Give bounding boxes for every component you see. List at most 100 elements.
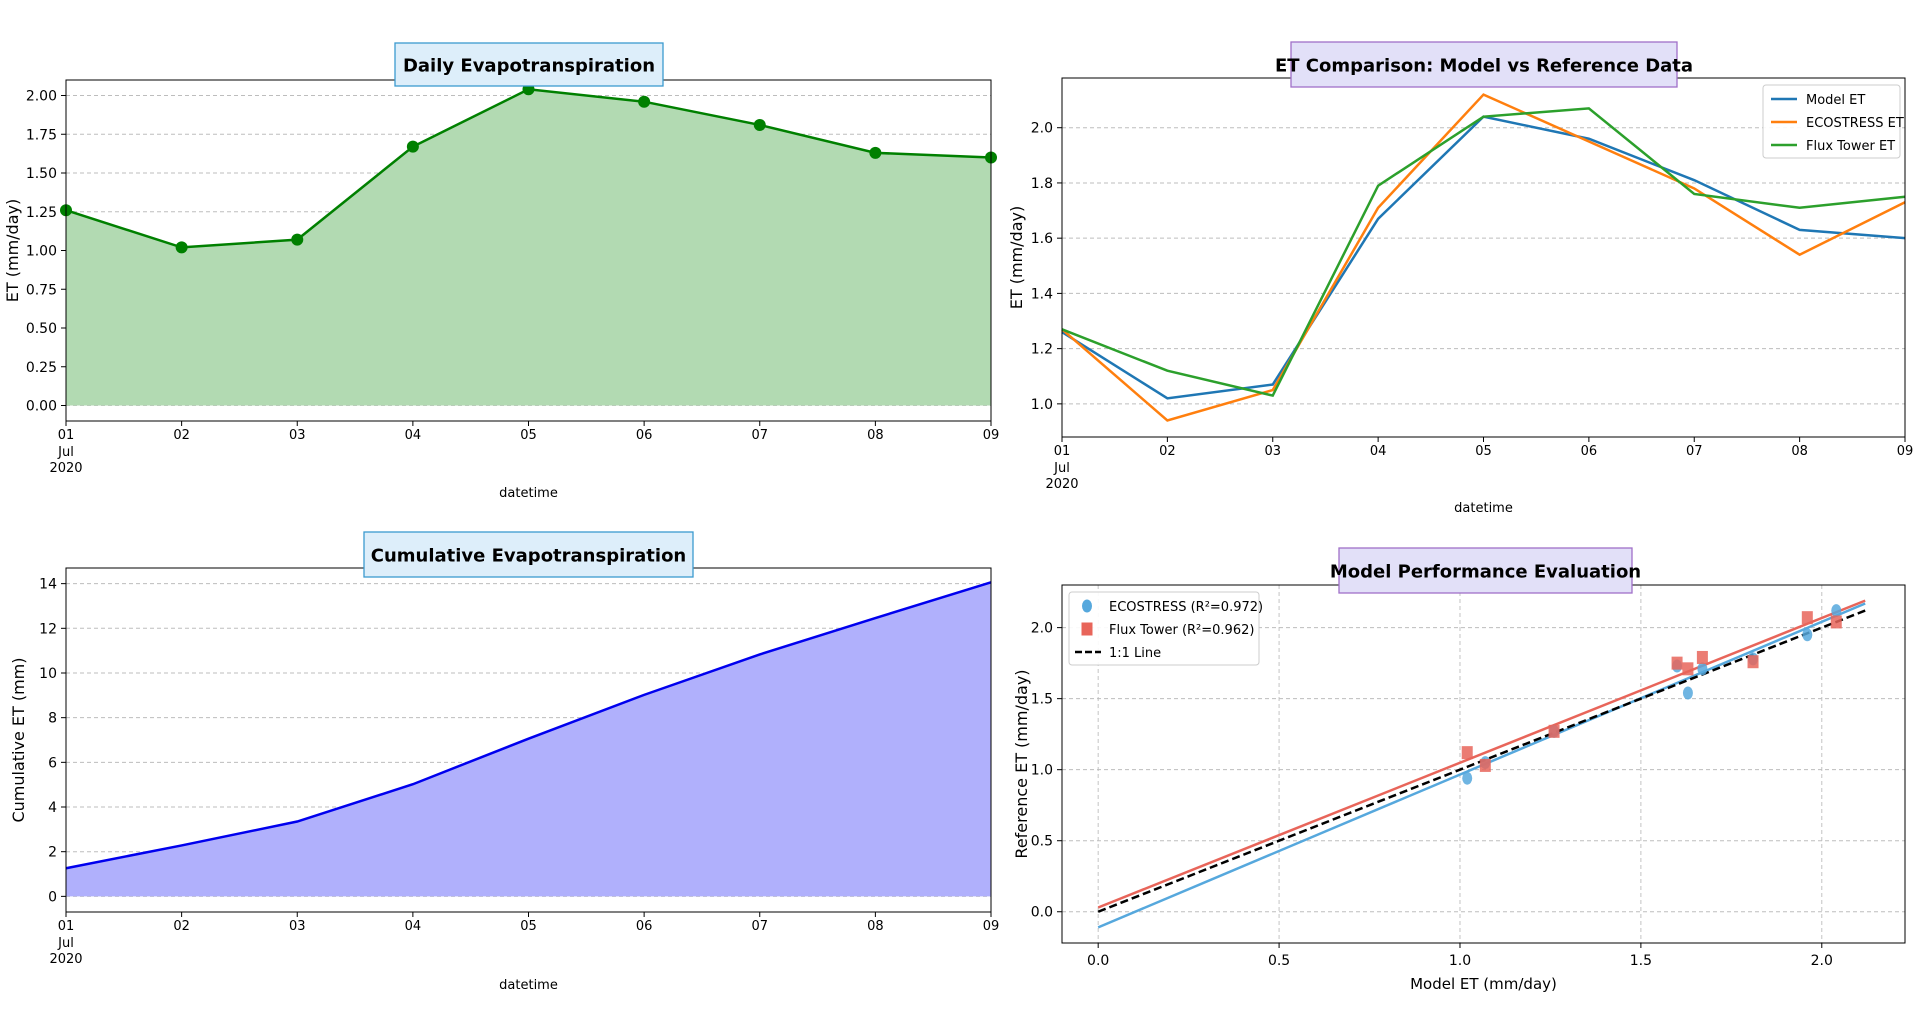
series-line-2 <box>1061 107 1906 398</box>
x-tick-label: 09 <box>1897 444 1914 459</box>
y-tick-label: 6 <box>48 755 57 771</box>
flux-point <box>1461 746 1473 760</box>
x-tick-label: 05 <box>1475 444 1492 459</box>
x-sublabel: 2020 <box>49 461 82 476</box>
x-sublabel: Jul <box>57 936 74 951</box>
cumulative-et-line <box>65 581 992 870</box>
y-tick-label: 1.5 <box>1031 692 1053 708</box>
y-tick-label: 12 <box>39 621 57 637</box>
y-tick-label: 2 <box>48 845 57 861</box>
y-tick-label: 0.75 <box>26 282 57 298</box>
x-tick-label: 08 <box>867 428 884 443</box>
chart-title-3: Model Performance Evaluation <box>1330 562 1641 583</box>
x-tick-label: 0.0 <box>1087 953 1109 969</box>
x-tick-label: 04 <box>405 919 422 934</box>
legend-entry: ECOSTRESS (R²=0.972) <box>1109 600 1263 615</box>
y-tick-label: 1.6 <box>1031 231 1053 247</box>
x-tick-label: 09 <box>983 919 1000 934</box>
legend-entry: ECOSTRESS ET <box>1806 116 1904 131</box>
x-tick-label: 04 <box>405 428 422 443</box>
x-tick-label: 0.5 <box>1268 953 1290 969</box>
y-tick-label: 0.0 <box>1031 905 1053 921</box>
flux-point <box>1671 656 1683 670</box>
y-tick-label: 0.5 <box>1031 834 1053 850</box>
x-sublabel: 2020 <box>49 952 82 967</box>
x-tick-label: 03 <box>1264 444 1281 459</box>
x-tick-label: 01 <box>58 428 75 443</box>
legend-marker-circle <box>1082 599 1092 613</box>
ecostress-point <box>1831 604 1842 618</box>
series-line-1 <box>1061 93 1906 422</box>
ecostress-point <box>1682 686 1693 700</box>
legend-box <box>1068 591 1260 666</box>
y-axis-label: Cumulative ET (mm) <box>9 657 28 822</box>
legend-entry: Flux Tower ET <box>1806 139 1895 154</box>
series-line-0 <box>1061 115 1906 400</box>
chart-title-0: Daily Evapotranspiration <box>403 56 655 77</box>
daily-area-fill <box>66 89 991 406</box>
x-axis-label: Model ET (mm/day) <box>1410 975 1557 993</box>
x-tick-label: 06 <box>1581 444 1598 459</box>
x-tick-label: 08 <box>867 919 884 934</box>
x-tick-label: 09 <box>983 428 1000 443</box>
x-tick-label: 2.0 <box>1811 953 1833 969</box>
daily-et-point <box>638 95 651 108</box>
x-tick-label: 04 <box>1370 444 1387 459</box>
y-tick-label: 0.25 <box>26 360 57 376</box>
x-tick-label: 06 <box>636 428 653 443</box>
flux-point <box>1830 615 1842 629</box>
y-tick-label: 0.00 <box>26 399 57 415</box>
title-box-3 <box>1338 547 1633 594</box>
x-sublabel: Jul <box>57 445 74 460</box>
y-tick-label: 0 <box>48 889 57 905</box>
y-tick-label: 1.0 <box>1031 397 1053 413</box>
x-axis-label: datetime <box>1454 501 1513 516</box>
x-sublabel: 2020 <box>1045 477 1078 492</box>
ecostress-point <box>1697 662 1708 676</box>
y-tick-label: 1.50 <box>26 166 57 182</box>
x-tick-label: 06 <box>636 919 653 934</box>
y-tick-label: 1.25 <box>26 205 57 221</box>
ecostress-point <box>1802 628 1813 642</box>
flux-point <box>1682 662 1694 676</box>
title-box-2 <box>363 531 694 578</box>
x-tick-label: 02 <box>173 919 190 934</box>
y-tick-label: 1.4 <box>1031 286 1053 302</box>
x-tick-label: 05 <box>520 428 537 443</box>
legend-entry: Model ET <box>1806 93 1865 108</box>
flux-point <box>1801 611 1813 625</box>
daily-et-point <box>175 241 188 254</box>
y-axis-label: ET (mm/day) <box>1007 206 1026 309</box>
title-box-1 <box>1290 41 1678 88</box>
y-tick-label: 10 <box>39 666 57 682</box>
y-tick-label: 2.0 <box>1031 621 1053 637</box>
chart-title-2: Cumulative Evapotranspiration <box>371 546 687 567</box>
x-axis-label: datetime <box>499 486 558 501</box>
x-tick-label: 08 <box>1791 444 1808 459</box>
flux-point <box>1479 758 1491 772</box>
chart-title-1: ET Comparison: Model vs Reference Data <box>1275 56 1693 77</box>
y-tick-label: 0.50 <box>26 321 57 337</box>
daily-et-point <box>869 146 882 159</box>
y-tick-label: 4 <box>48 800 57 816</box>
x-tick-label: 07 <box>751 428 768 443</box>
x-axis-label: datetime <box>499 978 558 993</box>
x-tick-label: 03 <box>289 919 306 934</box>
daily-et-point <box>753 118 766 131</box>
legend-entry: Flux Tower (R²=0.962) <box>1109 623 1254 638</box>
x-tick-label: 1.5 <box>1630 953 1652 969</box>
y-tick-label: 1.00 <box>26 244 57 260</box>
ecostress-point <box>1462 771 1473 785</box>
y-axis-label: Reference ET (mm/day) <box>1012 669 1031 858</box>
y-tick-label: 1.75 <box>26 127 57 143</box>
y-axis-label: ET (mm/day) <box>3 199 22 302</box>
x-tick-label: 01 <box>1054 444 1071 459</box>
legend-entry: 1:1 Line <box>1109 646 1161 661</box>
legend-box <box>1762 84 1901 159</box>
x-tick-label: 01 <box>58 919 75 934</box>
y-tick-label: 1.0 <box>1031 763 1053 779</box>
x-tick-label: 05 <box>520 919 537 934</box>
title-box-0 <box>394 42 664 87</box>
x-tick-label: 02 <box>1159 444 1176 459</box>
